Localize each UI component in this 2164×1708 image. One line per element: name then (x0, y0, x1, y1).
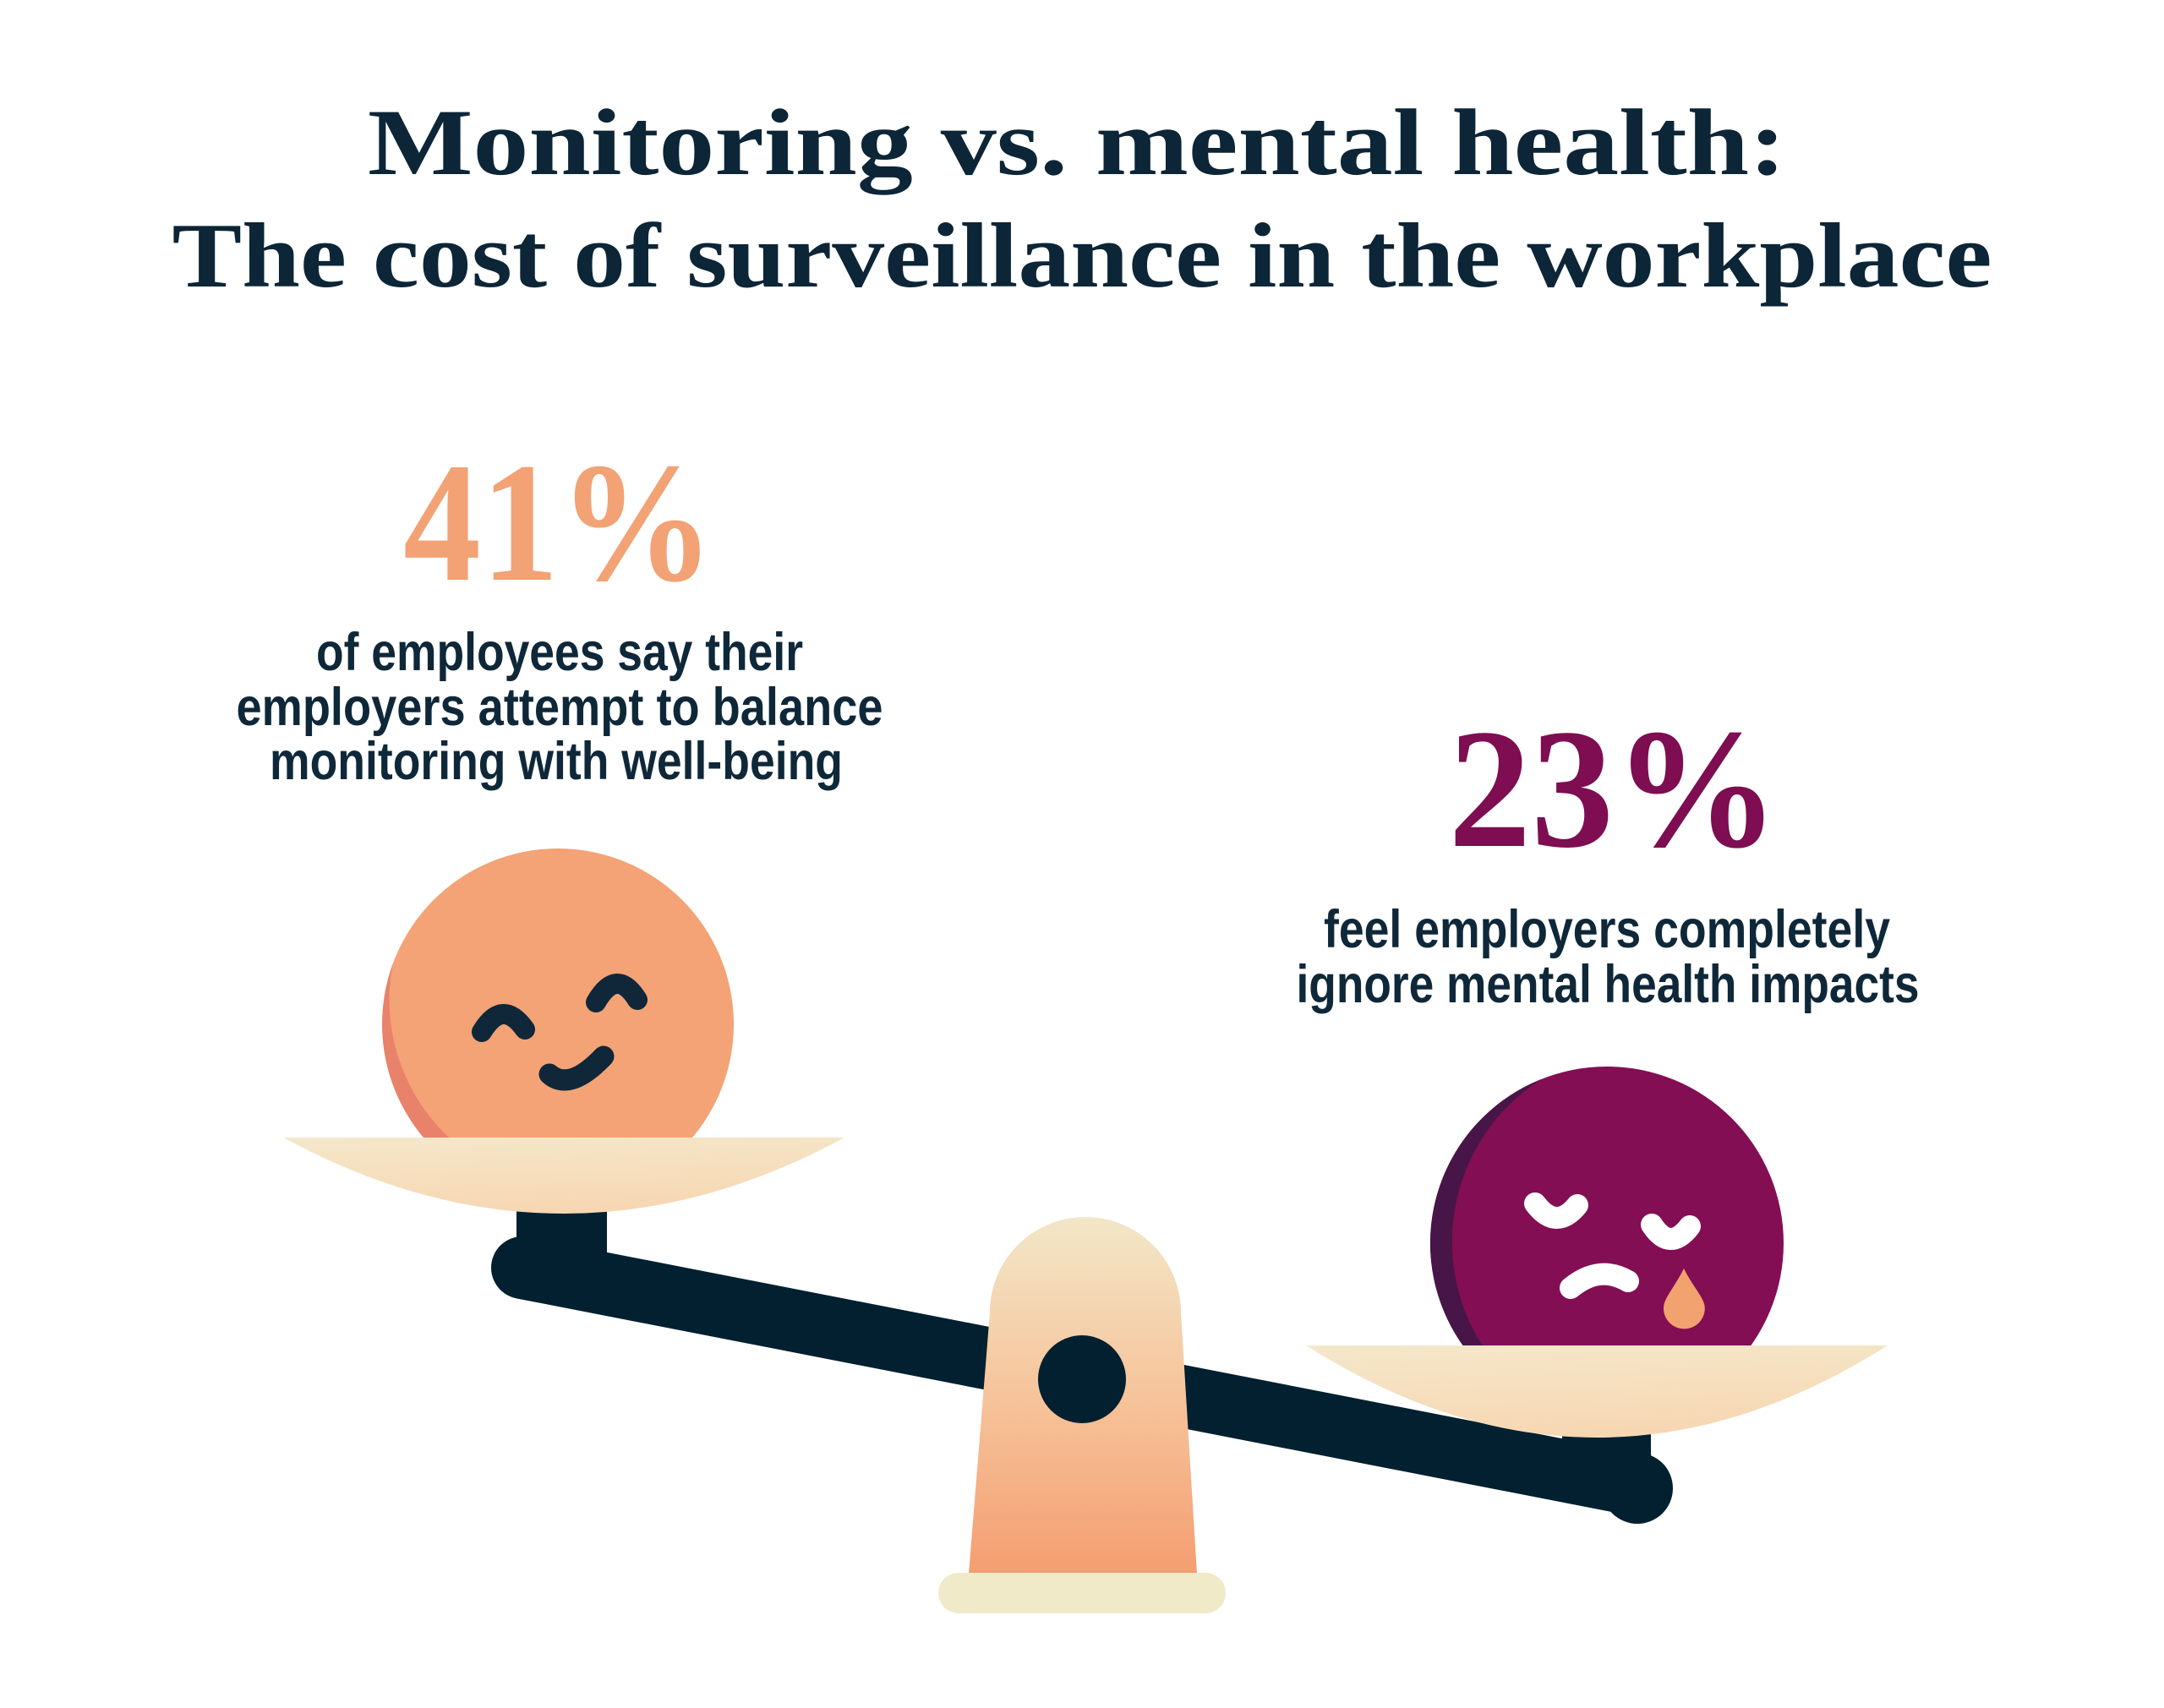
svg-text:41%: 41% (403, 428, 714, 617)
svg-text:The cost of surveillance in th: The cost of surveillance in the workplac… (172, 205, 1992, 307)
svg-text:of employees say their: of employees say their (316, 623, 803, 682)
svg-text:feel employers completely: feel employers completely (1324, 900, 1890, 959)
svg-text:employers attempt to balance: employers attempt to balance (237, 678, 883, 737)
svg-text:ignore mental health impacts: ignore mental health impacts (1297, 955, 1920, 1014)
svg-text:23%: 23% (1449, 694, 1779, 883)
svg-text:monitoring with well-being: monitoring with well-being (270, 732, 843, 791)
svg-text:Monitoring vs. mental health:: Monitoring vs. mental health: (368, 90, 1786, 195)
